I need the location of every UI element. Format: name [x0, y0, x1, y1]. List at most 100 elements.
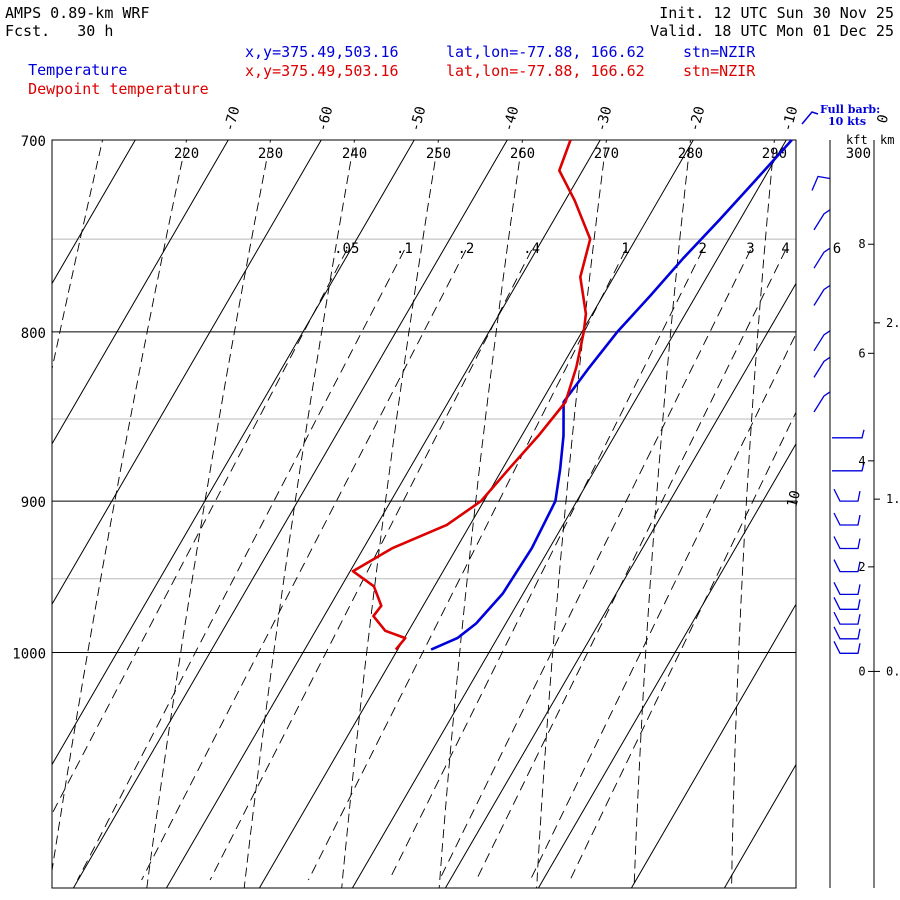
isotherm-line [72, 140, 508, 888]
wind-barb [833, 611, 861, 625]
km-tick-label: 1. [886, 492, 900, 506]
mixing-ratio-label: .1 [396, 241, 413, 257]
kft-tick-label: 0 [858, 664, 865, 678]
adiabat-label: 230 [258, 146, 283, 162]
kft-label: kft [846, 133, 868, 147]
km-tick-label: 0. [886, 664, 900, 678]
dry-adiabats [52, 120, 860, 900]
isotherm-line [52, 140, 136, 285]
plot-frame [51, 139, 797, 889]
legend-temperature-latlon: lat,lon=-77.88, 166.62 [446, 43, 645, 61]
kft-tick-label: 4 [858, 454, 865, 468]
adiabat-label: 240 [342, 146, 367, 162]
isotherm-label: 10 [784, 489, 804, 509]
legend-dewpoint: Dewpoint temperature [10, 62, 209, 98]
wind-barb [833, 536, 861, 550]
mixing-ratio-line [307, 249, 627, 881]
isotherm-line [52, 140, 322, 606]
wind-barb [832, 429, 865, 439]
legend-dewpoint-xy: x,y=375.49,503.16 [245, 62, 399, 80]
dry-adiabat [438, 140, 523, 888]
mixing-ratio-line [569, 411, 796, 881]
barb-legend-icon [801, 111, 819, 125]
model-title: AMPS 0.89-km WRF [5, 4, 150, 22]
mixing-ratio-line [77, 249, 405, 881]
isotherm-label: -20 [686, 105, 708, 134]
isotherm-label: -30 [593, 105, 615, 134]
isotherm-label: -10 [779, 105, 801, 134]
mixing-ratio-label: 6 [833, 241, 841, 257]
isotherm-line [52, 140, 415, 766]
mixing-ratio-label: .2 [457, 241, 474, 257]
isotherm-label: -40 [500, 105, 522, 134]
thin-pressure-gridlines [52, 238, 796, 580]
wind-barb [833, 582, 861, 595]
mixing-ratio-line [529, 332, 796, 881]
wind-barb [833, 488, 861, 502]
km-label: km [880, 133, 894, 147]
wind-barb [833, 641, 861, 654]
wind-barb [833, 512, 861, 526]
wind-barb [833, 626, 861, 640]
isotherm-label: -70 [221, 105, 243, 134]
wind-barb [813, 391, 831, 413]
wind-barb [813, 330, 831, 352]
dry-adiabat [341, 140, 439, 888]
mixing-ratio-line [141, 249, 467, 881]
forecast-hours: 30 h [77, 22, 114, 40]
dry-adiabat [731, 140, 775, 888]
dry-adiabat [243, 140, 355, 888]
valid-time: Valid. 18 UTC Mon 01 Dec 25 [650, 22, 894, 40]
init-time: Init. 12 UTC Sun 30 Nov 25 [659, 4, 894, 22]
temperature-profile [430, 139, 793, 651]
wind-barb [813, 356, 831, 378]
isotherm-line [351, 140, 787, 888]
isotherm-line [165, 140, 601, 888]
dry-adiabat [536, 140, 607, 888]
dry-adiabat [52, 140, 103, 371]
dry-adiabat [633, 140, 691, 888]
mixing-ratio-label: .05 [334, 241, 359, 257]
isotherm-label: -50 [407, 105, 429, 134]
axis-labels: 700 800 900 1000 -70 -60 -50 -40 -30 -20 -10 0 10 220… [12, 105, 892, 663]
dry-adiabat [146, 140, 271, 888]
barb-legend-line2: 10 kts [828, 115, 866, 128]
forecast-label: Fcst. 30 h [5, 22, 113, 40]
forecast-label-text: Fcst. [5, 22, 51, 40]
mixing-ratio-label: 2 [699, 241, 707, 257]
isotherm-line [537, 442, 796, 888]
wind-barb [813, 209, 831, 231]
wind-barbs [811, 175, 865, 654]
legend-temperature-xy: x,y=375.49,503.16 [245, 43, 399, 61]
wind-barb [832, 462, 865, 472]
legend-temperature-stn: stn=NZIR [683, 43, 756, 61]
isotherm-line [52, 140, 229, 445]
legend-temperature: Temperature [10, 43, 127, 79]
pressure-label: 800 [21, 326, 46, 342]
mixing-ratio-label: 1 [621, 241, 629, 257]
mixing-ratio-label: 4 [781, 241, 789, 257]
isotherm-line [0, 140, 42, 888]
barb-legend: Full barb: 10 kts [801, 103, 880, 128]
wind-barb [833, 559, 861, 573]
legend-dewpoint-latlon: lat,lon=-77.88, 166.62 [446, 62, 645, 80]
kft-tick-label: 2 [858, 560, 865, 574]
isotherm-line [258, 140, 694, 888]
pressure-label: 700 [21, 134, 46, 150]
isotherm-label: -60 [314, 105, 336, 134]
legend-dewpoint-stn: stn=NZIR [683, 62, 756, 80]
adiabat-label: 270 [594, 146, 619, 162]
dry-adiabat [829, 120, 860, 900]
wind-barb [813, 284, 831, 306]
legend-dewpoint-name: Dewpoint temperature [28, 80, 209, 98]
height-axis: kft km 0 2 4 6 8 0. 1. 2. [829, 133, 900, 888]
isobars [52, 139, 796, 654]
mixing-ratio-label: .4 [523, 241, 540, 257]
wind-barb [813, 247, 831, 269]
kft-tick-label: 8 [858, 237, 865, 251]
sounding-profiles [351, 139, 793, 651]
mixing-ratio-line [209, 249, 533, 881]
adiabat-label: 290 [762, 146, 787, 162]
adiabat-label: 260 [510, 146, 535, 162]
